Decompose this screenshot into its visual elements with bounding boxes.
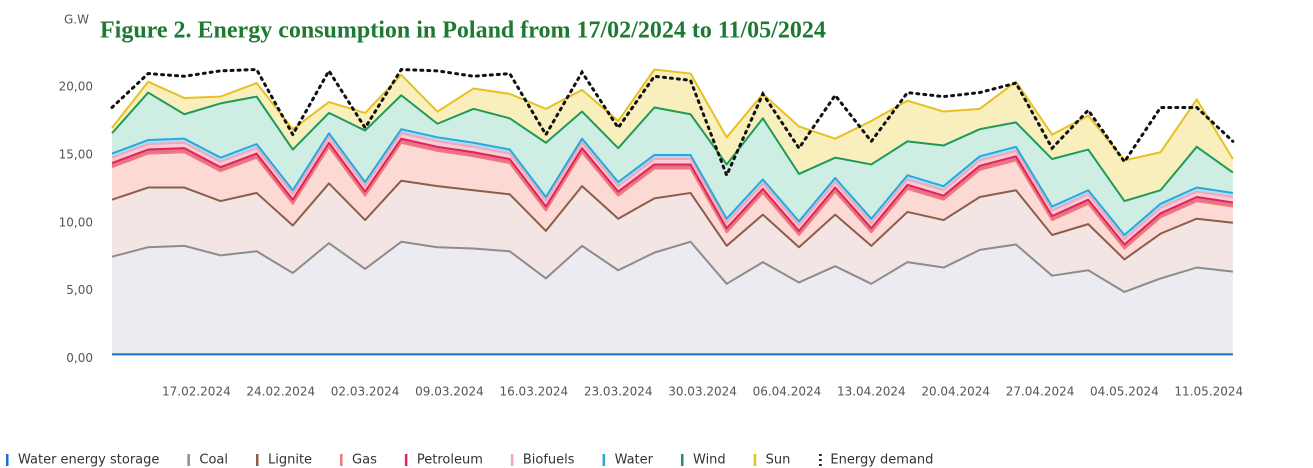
x-tick-label: 02.03.2024 bbox=[331, 385, 400, 399]
x-tick-label: 13.04.2024 bbox=[837, 385, 906, 399]
area-fill bbox=[112, 241, 1233, 355]
x-tick-label: 04.05.2024 bbox=[1090, 385, 1159, 399]
x-tick-label: 11.05.2024 bbox=[1174, 385, 1243, 399]
x-tick-label: 16.03.2024 bbox=[499, 385, 568, 399]
legend-label: Energy demand bbox=[830, 453, 933, 468]
area-fill bbox=[112, 69, 1233, 202]
area-fill bbox=[112, 142, 1233, 260]
legend-label: Coal bbox=[199, 453, 228, 468]
legend-label: Wind bbox=[693, 453, 726, 468]
series-line bbox=[111, 91, 1234, 203]
x-tick-label: 30.03.2024 bbox=[668, 385, 737, 399]
legend-label: Lignite bbox=[268, 453, 312, 468]
series-line bbox=[111, 137, 1234, 246]
x-tick-label: 09.03.2024 bbox=[415, 385, 484, 399]
demand-line bbox=[110, 67, 1235, 180]
series-line bbox=[111, 240, 1234, 293]
legend-label: Biofuels bbox=[523, 453, 575, 468]
series-line bbox=[111, 179, 1234, 261]
y-tick-label: 15,00 bbox=[59, 147, 93, 161]
legend-label: Petroleum bbox=[417, 453, 483, 468]
legend-marker bbox=[681, 454, 684, 466]
y-tick-label: 0,00 bbox=[66, 351, 93, 365]
area-fill bbox=[112, 180, 1233, 292]
legend-marker bbox=[187, 454, 190, 466]
legend-marker bbox=[255, 454, 259, 466]
x-tick-label: 23.03.2024 bbox=[584, 385, 653, 399]
legend-label: Sun bbox=[766, 453, 791, 468]
legend-label: Water bbox=[615, 453, 654, 468]
y-tick-label: 20,00 bbox=[59, 80, 93, 94]
legend-label: Gas bbox=[352, 453, 377, 468]
x-tick-label: 27.04.2024 bbox=[1006, 385, 1075, 399]
y-axis-label: G.W bbox=[64, 13, 89, 27]
y-tick-label: 5,00 bbox=[66, 283, 93, 297]
legend-marker bbox=[404, 454, 408, 466]
x-tick-label: 20.04.2024 bbox=[921, 385, 990, 399]
legend-marker bbox=[340, 454, 343, 466]
y-tick-label: 10,00 bbox=[59, 215, 93, 229]
legend-marker bbox=[602, 454, 606, 466]
legend-marker bbox=[753, 454, 757, 466]
x-tick-label: 06.04.2024 bbox=[753, 385, 822, 399]
series-line bbox=[111, 141, 1234, 250]
area-fill bbox=[112, 92, 1233, 235]
x-tick-label: 24.02.2024 bbox=[246, 385, 315, 399]
chart-title: Figure 2. Energy consumption in Poland f… bbox=[100, 18, 826, 44]
legend-marker bbox=[6, 454, 9, 466]
series-line bbox=[111, 128, 1234, 236]
legend-label: Water energy storage bbox=[18, 453, 159, 468]
x-tick-label: 17.02.2024 bbox=[162, 385, 231, 399]
series-line bbox=[111, 132, 1234, 241]
legend-marker bbox=[510, 454, 514, 466]
